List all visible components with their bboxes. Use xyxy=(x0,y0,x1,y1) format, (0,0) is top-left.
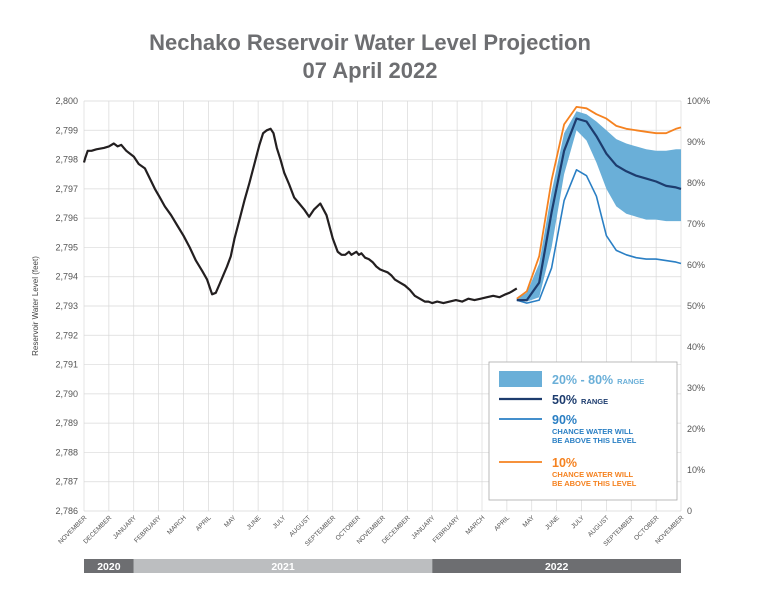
series-group xyxy=(82,106,682,305)
y-tick-label: 2,799 xyxy=(55,125,78,135)
series-line-p50 xyxy=(516,117,682,302)
y-tick-label: 2,795 xyxy=(55,242,78,252)
y-tick-label: 2,786 xyxy=(55,506,78,516)
x-tick-label: MAY xyxy=(522,514,537,529)
y2-tick-label: 70% xyxy=(687,219,705,229)
y2-tick-label: 60% xyxy=(687,260,705,270)
y-tick-label: 2,797 xyxy=(55,184,78,194)
y2-tick-label: 30% xyxy=(687,383,705,393)
series-line-p90 xyxy=(516,169,682,304)
x-tick-label: FEBRUARY xyxy=(133,514,163,544)
y2-tick-label: 90% xyxy=(687,137,705,147)
legend-p50-label: 50% RANGE xyxy=(552,393,608,407)
x-tick-label: JUNE xyxy=(246,514,263,531)
legend-range-swatch xyxy=(499,371,542,387)
series-line-p10 xyxy=(516,106,682,300)
x-tick-label: AUGUST xyxy=(288,514,312,538)
chart-title: Nechako Reservoir Water Level Projection xyxy=(149,30,591,55)
y2-tick-label: 50% xyxy=(687,301,705,311)
x-tick-label: JULY xyxy=(570,514,586,530)
year-bar xyxy=(84,559,134,573)
y-tick-label: 2,800 xyxy=(55,96,78,106)
x-tick-label: APRIL xyxy=(493,514,512,533)
y2-tick-label: 40% xyxy=(687,342,705,352)
legend-p10-desc-2: BE ABOVE THIS LEVEL xyxy=(552,479,637,488)
year-bar xyxy=(432,559,681,573)
legend-p90-desc-1: CHANCE WATER WILL xyxy=(552,427,634,436)
y-tick-label: 2,790 xyxy=(55,389,78,399)
y-tick-label: 2,792 xyxy=(55,330,78,340)
legend-p90-desc-2: BE ABOVE THIS LEVEL xyxy=(552,436,637,445)
year-bar xyxy=(133,559,433,573)
legend-range-label: 20% - 80% RANGE xyxy=(552,373,644,387)
y2-tick-label: 100% xyxy=(687,96,710,106)
y-tick-label: 2,794 xyxy=(55,272,78,282)
y2-tick-label: 10% xyxy=(687,465,705,475)
legend: 20% - 80% RANGE 50% RANGE 90% CHANCE WATER… xyxy=(488,361,678,501)
y-tick-label: 2,791 xyxy=(55,360,78,370)
chart-subtitle: 07 April 2022 xyxy=(303,58,438,83)
x-tick-label: AUGUST xyxy=(587,514,611,538)
y-tick-label: 2,793 xyxy=(55,301,78,311)
y-axis-title: Reservoir Water Level (feet) xyxy=(31,256,40,356)
y2-tick-label: 20% xyxy=(687,424,705,434)
year-label: 2022 xyxy=(545,561,569,573)
x-tick-label: MARCH xyxy=(166,514,188,536)
year-label: 2020 xyxy=(97,561,121,573)
y-tick-label: 2,798 xyxy=(55,155,78,165)
x-tick-label: MAY xyxy=(223,514,238,529)
y-tick-label: 2,796 xyxy=(55,213,78,223)
y2-tick-label: 80% xyxy=(687,178,705,188)
range-band-20-80 xyxy=(516,111,681,302)
y-axis-right: 0 10% 20% 30% 40% 50% 60% 70% 80% 90% 100% xyxy=(687,96,710,516)
x-tick-label: APRIL xyxy=(195,514,214,533)
legend-p10-desc-1: CHANCE WATER WILL xyxy=(552,470,634,479)
y-tick-label: 2,789 xyxy=(55,418,78,428)
legend-p90-label: 90% xyxy=(552,413,577,427)
y-axis-left: 2,786 2,787 2,788 2,789 2,790 2,791 2,792 2,793… xyxy=(55,96,78,516)
x-axis-years: 2020 2021 2022 xyxy=(84,559,681,573)
x-tick-label: FEBRUARY xyxy=(432,514,462,544)
legend-p10-label: 10% xyxy=(552,456,577,470)
x-tick-label: JUNE xyxy=(544,514,561,531)
x-tick-label: MARCH xyxy=(465,514,487,536)
y-tick-label: 2,788 xyxy=(55,447,78,457)
x-tick-label: JULY xyxy=(272,514,288,530)
year-label: 2021 xyxy=(271,561,295,573)
y-tick-label: 2,787 xyxy=(55,477,78,487)
y2-tick-label: 0 xyxy=(687,506,692,516)
series-line-historical xyxy=(82,127,518,305)
